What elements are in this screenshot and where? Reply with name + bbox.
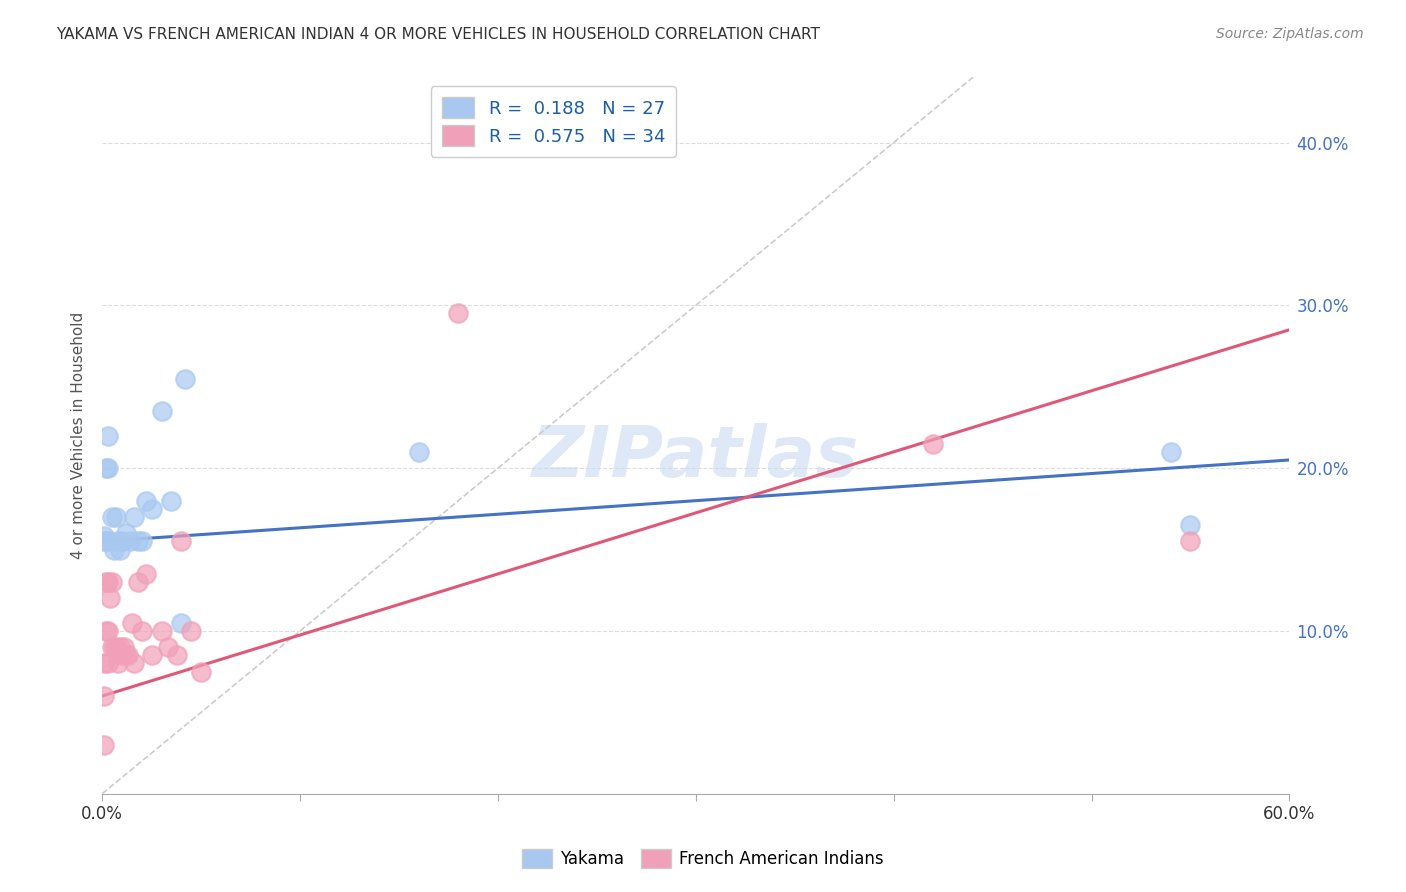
Text: ZIPatlas: ZIPatlas (531, 423, 859, 491)
Point (160, 493, 183, 508)
Point (93, 657, 115, 671)
Point (107, 657, 129, 671)
Point (111, 648, 134, 663)
Point (127, 575, 149, 590)
Point (93, 689, 115, 703)
Point (93, 529, 115, 543)
Point (108, 640, 131, 655)
Point (97, 657, 120, 671)
Point (141, 501, 163, 516)
Point (1180, 518, 1202, 533)
Point (131, 534, 153, 549)
Point (96, 575, 118, 590)
Point (150, 404, 173, 418)
Point (103, 542, 125, 557)
Point (105, 510, 128, 524)
Point (1160, 445, 1182, 459)
Point (97, 624, 120, 638)
Point (174, 371, 197, 385)
Legend: R =  0.188   N = 27, R =  0.575   N = 34: R = 0.188 N = 27, R = 0.575 N = 34 (430, 87, 676, 157)
Point (115, 526, 138, 541)
Point (170, 534, 193, 549)
Point (115, 648, 138, 663)
Point (96, 461, 118, 475)
Point (922, 436, 945, 450)
Point (447, 306, 470, 320)
Y-axis label: 4 or more Vehicles in Household: 4 or more Vehicles in Household (72, 312, 86, 559)
Point (118, 534, 141, 549)
Point (141, 648, 163, 663)
Point (111, 534, 134, 549)
Point (190, 665, 212, 679)
Point (98, 534, 121, 549)
Point (96, 534, 118, 549)
Point (131, 624, 153, 638)
Point (122, 657, 145, 671)
Point (150, 624, 173, 638)
Point (97, 428, 120, 442)
Point (98, 591, 121, 606)
Point (97, 461, 120, 475)
Legend: Yakama, French American Indians: Yakama, French American Indians (516, 842, 890, 875)
Point (103, 640, 125, 655)
Point (135, 493, 157, 508)
Point (135, 566, 157, 581)
Text: Source: ZipAtlas.com: Source: ZipAtlas.com (1216, 27, 1364, 41)
Point (96, 624, 118, 638)
Text: YAKAMA VS FRENCH AMERICAN INDIAN 4 OR MORE VEHICLES IN HOUSEHOLD CORRELATION CHA: YAKAMA VS FRENCH AMERICAN INDIAN 4 OR MO… (56, 27, 820, 42)
Point (108, 542, 131, 557)
Point (93, 534, 115, 549)
Point (166, 648, 188, 663)
Point (180, 624, 202, 638)
Point (97, 575, 120, 590)
Point (122, 510, 145, 524)
Point (1180, 534, 1202, 549)
Point (156, 640, 179, 655)
Point (170, 615, 193, 630)
Point (93, 738, 115, 752)
Point (101, 575, 124, 590)
Point (105, 640, 128, 655)
Point (408, 445, 430, 459)
Point (107, 534, 129, 549)
Point (127, 534, 149, 549)
Point (112, 640, 135, 655)
Point (101, 640, 124, 655)
Point (117, 648, 139, 663)
Point (121, 615, 143, 630)
Point (101, 510, 124, 524)
